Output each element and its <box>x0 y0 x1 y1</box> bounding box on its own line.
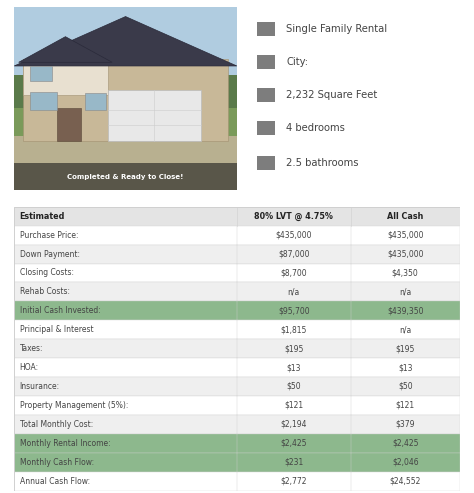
FancyBboxPatch shape <box>14 264 460 282</box>
Text: $195: $195 <box>284 344 303 353</box>
FancyBboxPatch shape <box>14 453 460 472</box>
Text: $1,815: $1,815 <box>281 325 307 334</box>
Text: n/a: n/a <box>288 287 300 296</box>
FancyBboxPatch shape <box>14 245 460 264</box>
FancyBboxPatch shape <box>14 396 460 415</box>
Text: $121: $121 <box>284 401 303 410</box>
Text: $435,000: $435,000 <box>387 231 423 240</box>
FancyBboxPatch shape <box>14 472 460 491</box>
FancyBboxPatch shape <box>14 377 460 396</box>
Text: $50: $50 <box>398 382 412 391</box>
Text: $95,700: $95,700 <box>278 306 310 316</box>
FancyBboxPatch shape <box>14 415 460 434</box>
FancyBboxPatch shape <box>257 55 274 69</box>
Text: $2,772: $2,772 <box>281 477 307 486</box>
Text: Down Payment:: Down Payment: <box>19 249 80 259</box>
Text: 2,232 Square Feet: 2,232 Square Feet <box>286 90 377 100</box>
FancyBboxPatch shape <box>30 92 56 110</box>
Text: Property Management (5%):: Property Management (5%): <box>19 401 128 410</box>
FancyBboxPatch shape <box>257 121 274 135</box>
Text: n/a: n/a <box>399 325 411 334</box>
FancyBboxPatch shape <box>108 90 201 141</box>
Text: Rehab Costs:: Rehab Costs: <box>19 287 70 296</box>
Text: Principal & Interest: Principal & Interest <box>19 325 93 334</box>
Text: Purchase Price:: Purchase Price: <box>19 231 78 240</box>
Text: All Cash: All Cash <box>387 212 423 221</box>
Text: $13: $13 <box>287 363 301 372</box>
Text: $435,000: $435,000 <box>387 249 423 259</box>
Text: Insurance:: Insurance: <box>19 382 60 391</box>
FancyBboxPatch shape <box>257 23 274 36</box>
Text: $2,425: $2,425 <box>281 439 307 448</box>
Text: Taxes:: Taxes: <box>19 344 43 353</box>
FancyBboxPatch shape <box>14 339 460 358</box>
Text: Completed & Ready to Close!: Completed & Ready to Close! <box>67 174 184 180</box>
Text: $379: $379 <box>395 420 415 429</box>
Text: Closing Costs:: Closing Costs: <box>19 269 73 278</box>
FancyBboxPatch shape <box>14 207 460 226</box>
Polygon shape <box>14 17 237 66</box>
Text: Single Family Rental: Single Family Rental <box>286 24 387 35</box>
FancyBboxPatch shape <box>85 94 106 110</box>
FancyBboxPatch shape <box>257 156 274 170</box>
Text: Estimated: Estimated <box>19 212 65 221</box>
Text: $24,552: $24,552 <box>390 477 421 486</box>
FancyBboxPatch shape <box>14 282 460 301</box>
FancyBboxPatch shape <box>257 88 274 102</box>
FancyBboxPatch shape <box>14 7 237 121</box>
FancyBboxPatch shape <box>14 163 237 190</box>
FancyBboxPatch shape <box>56 108 81 141</box>
Text: $2,194: $2,194 <box>281 420 307 429</box>
FancyBboxPatch shape <box>23 59 108 95</box>
Text: n/a: n/a <box>399 287 411 296</box>
FancyBboxPatch shape <box>30 66 52 81</box>
Text: Total Monthly Cost:: Total Monthly Cost: <box>19 420 93 429</box>
FancyBboxPatch shape <box>14 320 460 339</box>
FancyBboxPatch shape <box>14 75 237 121</box>
Text: $231: $231 <box>284 458 303 467</box>
Text: $4,350: $4,350 <box>392 269 419 278</box>
Text: 2.5 bathrooms: 2.5 bathrooms <box>286 158 359 168</box>
Text: City:: City: <box>286 57 308 68</box>
Text: $87,000: $87,000 <box>278 249 310 259</box>
Text: Monthly Rental Income:: Monthly Rental Income: <box>19 439 110 448</box>
Text: $439,350: $439,350 <box>387 306 423 316</box>
FancyBboxPatch shape <box>14 113 237 190</box>
Text: 80% LVT @ 4.75%: 80% LVT @ 4.75% <box>255 211 333 221</box>
FancyBboxPatch shape <box>14 108 237 136</box>
FancyBboxPatch shape <box>14 434 460 453</box>
Polygon shape <box>18 36 112 62</box>
Text: $2,425: $2,425 <box>392 439 419 448</box>
FancyBboxPatch shape <box>14 226 460 245</box>
Text: Annual Cash Flow:: Annual Cash Flow: <box>19 477 90 486</box>
Text: $121: $121 <box>396 401 415 410</box>
Text: 4 bedrooms: 4 bedrooms <box>286 123 345 133</box>
Text: Initial Cash Invested:: Initial Cash Invested: <box>19 306 100 316</box>
Text: $13: $13 <box>398 363 412 372</box>
FancyBboxPatch shape <box>23 59 228 141</box>
Text: $2,046: $2,046 <box>392 458 419 467</box>
Text: $50: $50 <box>286 382 301 391</box>
Text: HOA:: HOA: <box>19 363 39 372</box>
Text: $195: $195 <box>395 344 415 353</box>
Text: $8,700: $8,700 <box>281 269 307 278</box>
Text: $435,000: $435,000 <box>275 231 312 240</box>
FancyBboxPatch shape <box>14 358 460 377</box>
Text: Monthly Cash Flow:: Monthly Cash Flow: <box>19 458 94 467</box>
FancyBboxPatch shape <box>14 301 460 320</box>
